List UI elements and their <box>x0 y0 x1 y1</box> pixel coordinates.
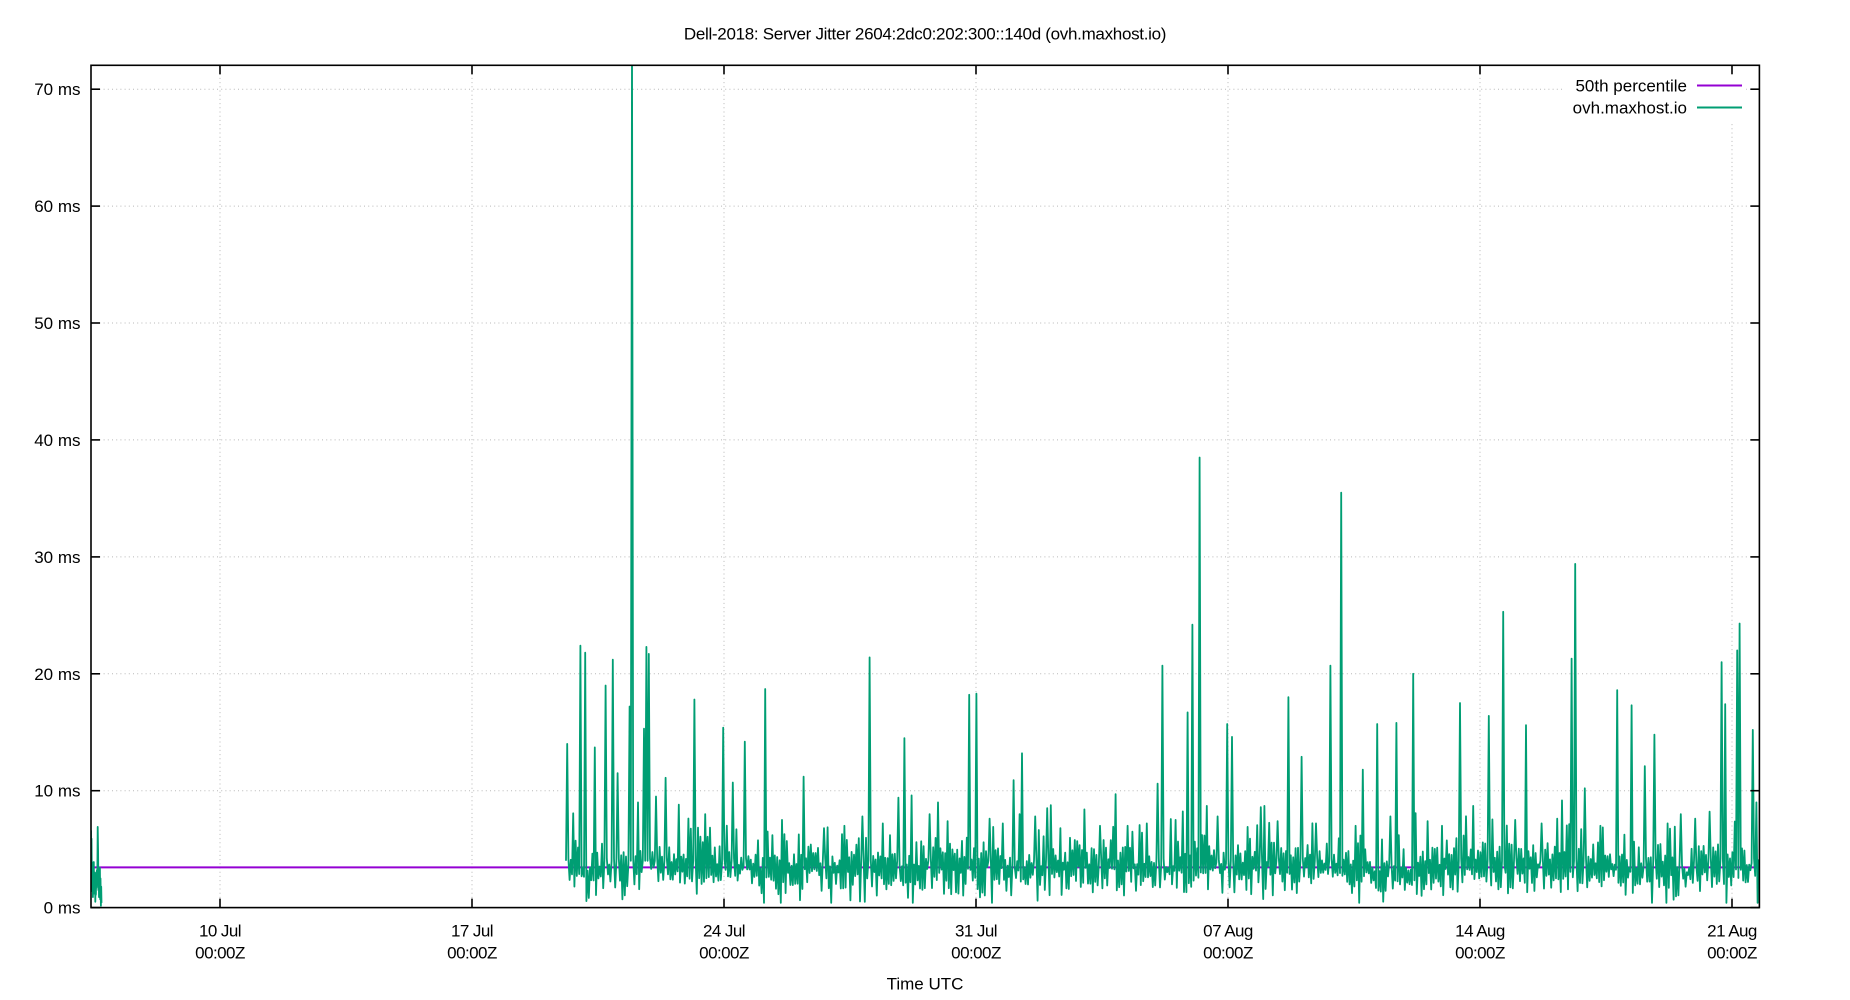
svg-text:10 ms: 10 ms <box>34 782 80 801</box>
svg-text:50 ms: 50 ms <box>34 314 80 333</box>
svg-text:60 ms: 60 ms <box>34 197 80 216</box>
svg-text:07 Aug: 07 Aug <box>1203 922 1253 941</box>
svg-text:10 Jul: 10 Jul <box>199 922 241 941</box>
svg-text:00:00Z: 00:00Z <box>951 944 1001 963</box>
svg-text:50th percentile: 50th percentile <box>1575 77 1687 96</box>
svg-text:40 ms: 40 ms <box>34 431 80 450</box>
svg-text:31 Jul: 31 Jul <box>955 922 997 941</box>
svg-text:17 Jul: 17 Jul <box>451 922 493 941</box>
svg-text:70 ms: 70 ms <box>34 80 80 99</box>
svg-text:20 ms: 20 ms <box>34 665 80 684</box>
svg-text:00:00Z: 00:00Z <box>699 944 749 963</box>
svg-text:Dell-2018: Server Jitter 2604:: Dell-2018: Server Jitter 2604:2dc0:202:3… <box>684 25 1166 44</box>
svg-text:0 ms: 0 ms <box>44 899 81 918</box>
svg-text:00:00Z: 00:00Z <box>1455 944 1505 963</box>
svg-text:14 Aug: 14 Aug <box>1455 922 1505 941</box>
svg-text:21 Aug: 21 Aug <box>1707 922 1757 941</box>
svg-text:30 ms: 30 ms <box>34 548 80 567</box>
svg-text:ovh.maxhost.io: ovh.maxhost.io <box>1573 99 1687 118</box>
svg-text:00:00Z: 00:00Z <box>447 944 497 963</box>
svg-text:24 Jul: 24 Jul <box>703 922 745 941</box>
svg-text:00:00Z: 00:00Z <box>1203 944 1253 963</box>
svg-text:00:00Z: 00:00Z <box>195 944 245 963</box>
svg-text:Time UTC: Time UTC <box>887 975 964 994</box>
svg-text:00:00Z: 00:00Z <box>1707 944 1757 963</box>
